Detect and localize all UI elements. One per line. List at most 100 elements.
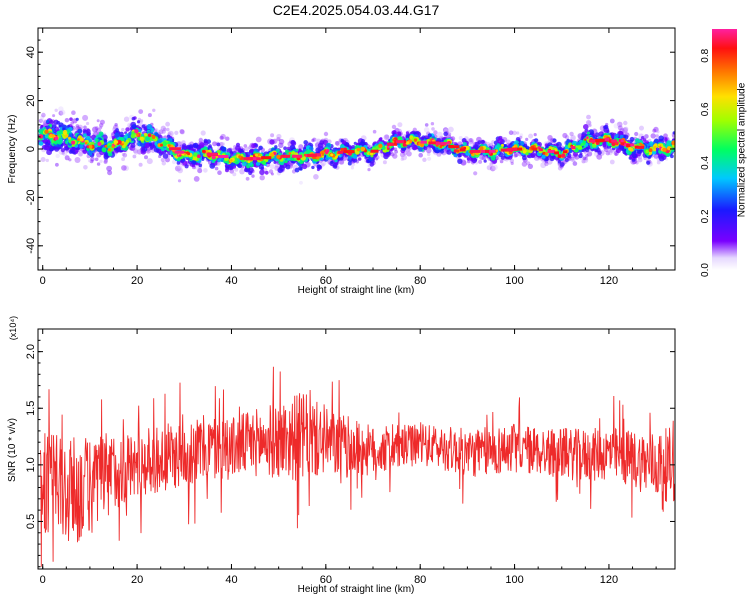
spectral-dot [182, 158, 186, 162]
spectral-dot [469, 140, 474, 145]
spectral-dot [392, 153, 398, 159]
spectral-dot [192, 142, 199, 149]
spectral-dot [654, 138, 659, 144]
spectral-dot [71, 146, 75, 150]
spectral-dot [276, 133, 282, 140]
spectral-dot [45, 158, 49, 163]
spectral-dot [219, 142, 224, 147]
spectral-dot [200, 139, 204, 143]
spectral-dot [295, 148, 299, 152]
spectral-dot [111, 145, 115, 149]
spectral-dot [637, 157, 643, 163]
spectral-dot [58, 110, 64, 116]
spectral-dot [88, 152, 93, 156]
spectral-dot [653, 126, 659, 133]
spectral-dot [642, 138, 647, 142]
spectral-dot [564, 158, 569, 162]
spectral-dot [303, 140, 309, 145]
spectral-dot [99, 119, 105, 125]
ridge-peak [459, 148, 466, 152]
spectral-dot [146, 158, 153, 165]
spectral-dot [467, 138, 474, 144]
spectral-dot [489, 162, 494, 166]
spectral-dot [509, 158, 514, 163]
spectral-dot [101, 147, 107, 153]
spectral-dot [149, 146, 153, 150]
ridge-peak [634, 145, 639, 149]
spectral-dot [121, 165, 127, 171]
spectral-dot [620, 139, 624, 143]
spectral-dot [261, 160, 266, 165]
spectral-dot [60, 148, 65, 153]
spectral-dot [162, 127, 167, 132]
spectral-dot [317, 142, 324, 149]
spectral-dot [607, 149, 613, 156]
spectral-dot [291, 140, 297, 146]
spectral-dot [90, 141, 95, 146]
spectral-dot [269, 164, 275, 170]
spectral-dot [225, 136, 230, 141]
spectral-dot [573, 151, 578, 157]
spectral-dot [613, 123, 619, 129]
spectral-dot [406, 151, 412, 157]
spectral-dot [327, 139, 332, 144]
spectral-dot [68, 149, 73, 154]
spectral-dot [147, 113, 152, 118]
spectral-dot [141, 124, 146, 128]
spectral-dot [514, 152, 519, 158]
spectral-dot [481, 156, 485, 160]
spectral-dot [38, 118, 44, 123]
spectral-dot [99, 126, 103, 130]
ridge-peak [347, 149, 354, 153]
spectral-dot [431, 127, 435, 131]
spectral-dot [423, 127, 430, 133]
ridge-peak [620, 142, 626, 146]
spectral-dot [604, 124, 609, 130]
spectral-dot [52, 114, 56, 118]
spectral-dot [268, 169, 274, 174]
spectral-dot [547, 135, 553, 141]
spectral-dot [47, 125, 50, 129]
spectral-dot [587, 151, 593, 157]
spectral-dot [174, 165, 181, 172]
spectral-dot [273, 161, 277, 164]
spectral-dot [557, 165, 563, 171]
spectral-dot [584, 138, 587, 141]
spectral-dot [109, 136, 113, 139]
spectral-dot [115, 140, 119, 144]
spectral-dot [397, 122, 403, 128]
spectral-dot [141, 149, 145, 153]
spectral-dot [614, 152, 618, 156]
spectral-dot [255, 136, 262, 143]
spectral-dot [322, 139, 328, 145]
spectral-dot [413, 138, 418, 142]
spectral-dot [479, 146, 484, 151]
spectral-dot [145, 136, 150, 142]
spectral-dot [182, 143, 187, 148]
spectral-dot [178, 154, 182, 157]
spectral-dot [421, 135, 426, 140]
spectral-dot [478, 159, 483, 164]
spectral-dot [132, 148, 139, 154]
spectral-dot [442, 127, 449, 133]
spectral-dot [74, 157, 81, 163]
spectral-dot [561, 153, 566, 158]
spectral-dot [390, 152, 395, 157]
spectral-dot [429, 138, 432, 142]
spectral-dot [79, 137, 84, 142]
spectral-dot [103, 160, 108, 164]
spectral-dot [277, 167, 284, 174]
spectral-dot [83, 133, 87, 138]
spectral-dot [525, 152, 529, 156]
spectral-dot [197, 154, 201, 158]
spectral-dot [324, 150, 329, 155]
spectral-dot [658, 135, 664, 141]
spectral-dot [382, 160, 387, 165]
ridge-peak [554, 151, 559, 155]
spectral-dot [63, 131, 67, 135]
spectral-dot [495, 149, 499, 152]
spectral-dot [427, 156, 432, 161]
spectral-dot [549, 155, 555, 162]
spectral-dot [470, 157, 475, 162]
spectral-dot [179, 129, 185, 134]
